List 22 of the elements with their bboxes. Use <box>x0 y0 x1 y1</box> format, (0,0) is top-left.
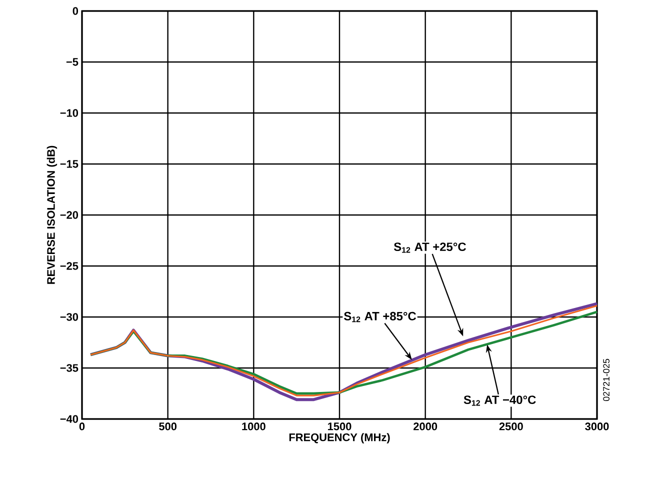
y-tick-label: −15 <box>60 160 78 168</box>
x-tick-label: 500 <box>159 422 177 430</box>
x-tick-label: 1000 <box>242 422 266 430</box>
y-tick-label: −30 <box>60 313 78 321</box>
y-tick-label: 0 <box>72 7 78 15</box>
x-tick-label: 1500 <box>328 422 352 430</box>
annotation: S$_{12}$ AT +85°C <box>344 312 416 322</box>
y-tick-label: −40 <box>60 415 78 423</box>
y-tick-label: −20 <box>60 211 78 219</box>
y-tick-label: −5 <box>66 58 78 66</box>
y-tick-label: −35 <box>60 364 78 372</box>
annotation: S$_{12}$ AT −40°C <box>464 396 536 406</box>
text: 02721-025 <box>603 358 610 402</box>
y-tick-label: −25 <box>60 262 78 270</box>
x-tick-label: 3000 <box>585 422 609 430</box>
x-tick-label: 2500 <box>499 422 523 430</box>
x-tick-label: 2000 <box>414 422 438 430</box>
x-tick-label: 0 <box>79 422 85 430</box>
y-tick-label: −10 <box>60 109 78 117</box>
y-axis-title: REVERSE ISOLATION (dB) <box>46 146 58 284</box>
annotation: S$_{12}$ AT +25°C <box>394 242 466 253</box>
x-axis-title: FREQUENCY (MHz) <box>289 433 390 444</box>
